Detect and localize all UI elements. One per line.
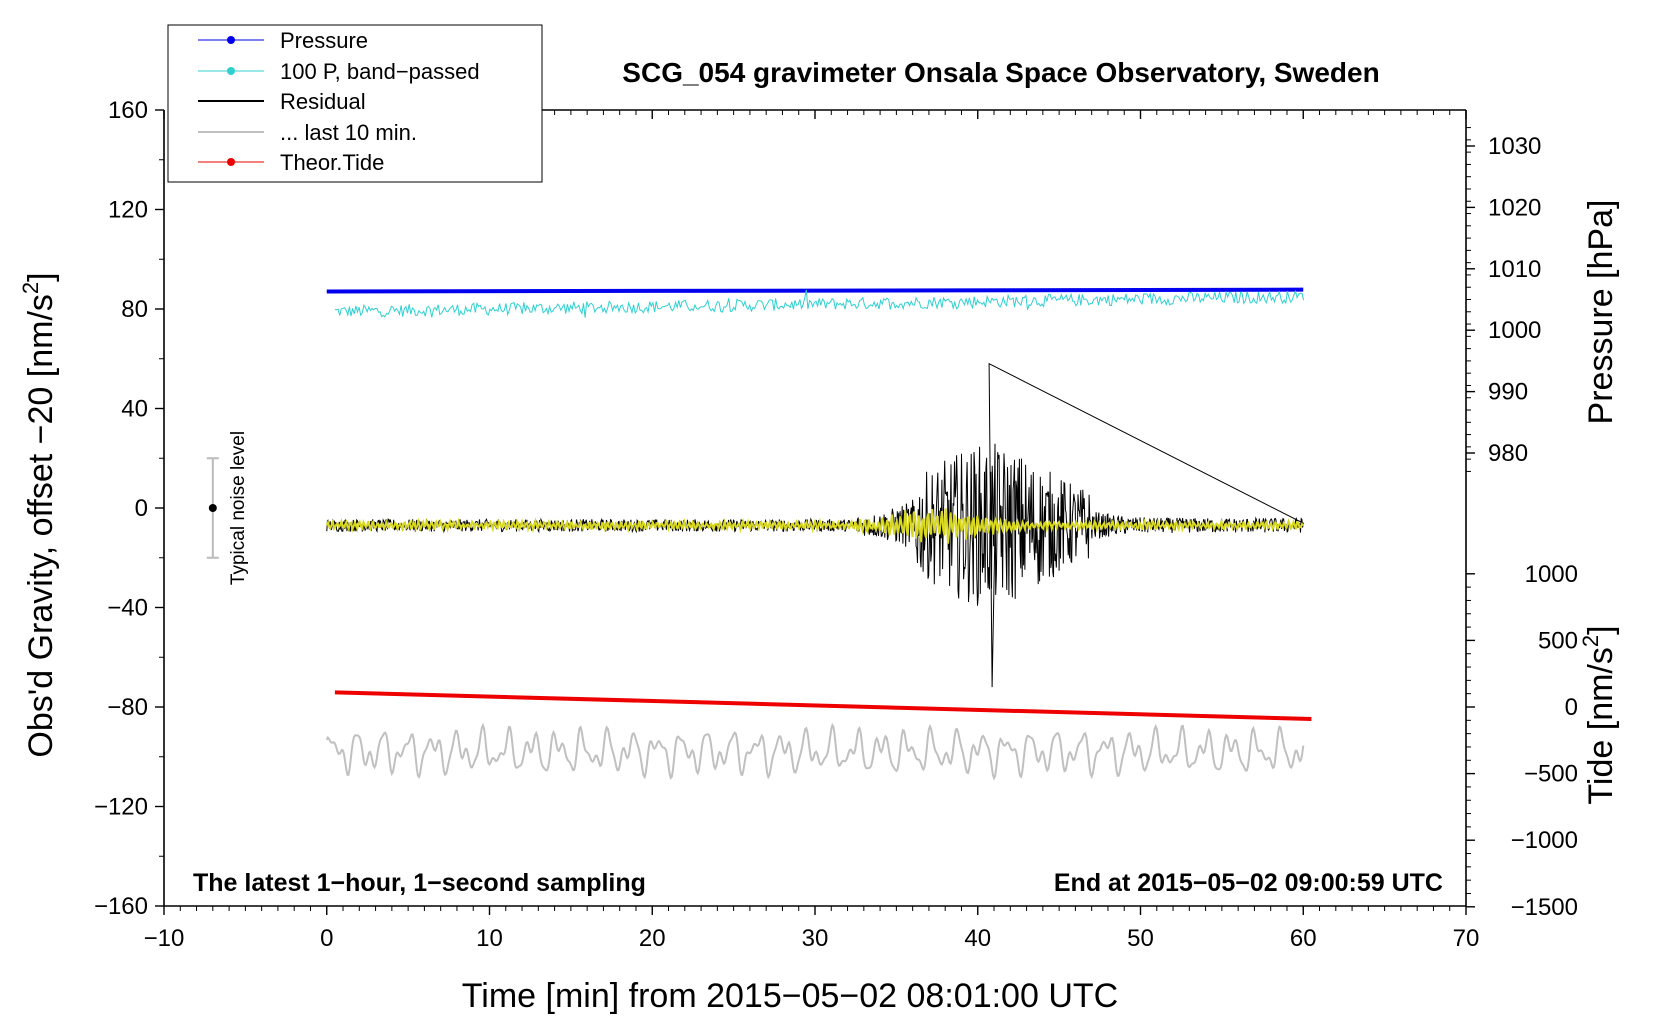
legend-marker-tide	[227, 158, 235, 166]
legend-label-bandpassed: 100 P, band−passed	[280, 59, 480, 84]
series-tide	[334, 690, 1312, 721]
y-tick-label-left: −120	[94, 794, 148, 821]
x-axis-label: Time [min] from 2015−05−02 08:01:00 UTC	[462, 977, 1118, 1015]
y-tick-label-left: 160	[108, 97, 148, 124]
tide-tick-label: 500	[1538, 627, 1578, 654]
legend-label-residual: Residual	[280, 89, 366, 114]
x-tick-label: 30	[802, 925, 829, 952]
x-tick-label: −10	[144, 925, 185, 952]
legend-item-pressure: Pressure	[198, 28, 368, 53]
x-tick-label: 50	[1127, 925, 1154, 952]
annotation-end-time: End at 2015−05−02 09:00:59 UTC	[1054, 869, 1443, 897]
pressure-tick-label: 980	[1488, 440, 1528, 467]
legend-marker-bandpassed	[227, 67, 235, 75]
series-pressure	[326, 287, 1304, 294]
tide-tick-label: −1500	[1511, 894, 1578, 921]
y-tick-label-left: 40	[121, 396, 148, 423]
legend-item-last10: ... last 10 min.	[198, 120, 417, 145]
y-tick-label-left: −80	[107, 694, 148, 721]
pressure-tick-label: 1010	[1488, 256, 1541, 283]
chart-title: SCG_054 gravimeter Onsala Space Observat…	[622, 57, 1379, 88]
x-tick-label: 0	[320, 925, 333, 952]
series-last-10-min	[325, 722, 1305, 781]
x-tick-label: 20	[639, 925, 666, 952]
legend-label-tide: Theor.Tide	[280, 150, 384, 175]
annotation-sampling: The latest 1−hour, 1−second sampling	[193, 869, 646, 897]
legend-label-pressure: Pressure	[280, 28, 368, 53]
legend-item-tide: Theor.Tide	[198, 150, 384, 175]
y-tick-label-left: −160	[94, 893, 148, 920]
y-tick-label-left: −40	[107, 595, 148, 622]
x-tick-label: 10	[476, 925, 503, 952]
pressure-tick-label: 1000	[1488, 317, 1541, 344]
y-tick-label-left: 120	[108, 197, 148, 224]
legend-box	[167, 24, 543, 183]
tide-tick-label: 1000	[1525, 561, 1578, 588]
pressure-tick-label: 990	[1488, 379, 1528, 406]
tide-tick-label: 0	[1565, 694, 1578, 721]
series-residual-smoothed	[325, 508, 1305, 544]
y-axis-label-pressure: Pressure [hPa]	[1582, 200, 1620, 425]
tide-tick-label: −1000	[1511, 827, 1578, 854]
noise-center-dot	[208, 504, 217, 512]
tide-tick-label: −500	[1524, 761, 1578, 788]
legend: Pressure 100 P, band−passed Residual ...…	[167, 24, 543, 183]
noise-level-label: Typical noise level	[228, 431, 249, 585]
legend-marker-pressure	[227, 36, 235, 44]
pressure-tick-label: 1030	[1488, 133, 1541, 160]
axes-layer: −10 0 10 20 30 40 50 60 7016012080400−40−80−120−…	[94, 97, 1578, 952]
pressure-tick-label: 1020	[1488, 194, 1541, 221]
x-tick-label: 60	[1290, 925, 1317, 952]
legend-item-bandpassed: 100 P, band−passed	[198, 59, 480, 84]
y-axis-label-left: Obs'd Gravity, offset −20 [nm/s2]	[18, 272, 60, 757]
y-tick-label-left: 80	[121, 296, 148, 323]
y-tick-label-left: 0	[135, 495, 148, 522]
legend-label-last10: ... last 10 min.	[280, 120, 417, 145]
legend-item-residual: Residual	[198, 89, 366, 114]
series-layer	[206, 287, 1312, 781]
y-axis-label-tide: Tide [nm/s2]	[1578, 625, 1620, 804]
x-tick-label: 40	[964, 925, 991, 952]
x-tick-label: 70	[1453, 925, 1480, 952]
series-bandpassed	[334, 289, 1305, 318]
